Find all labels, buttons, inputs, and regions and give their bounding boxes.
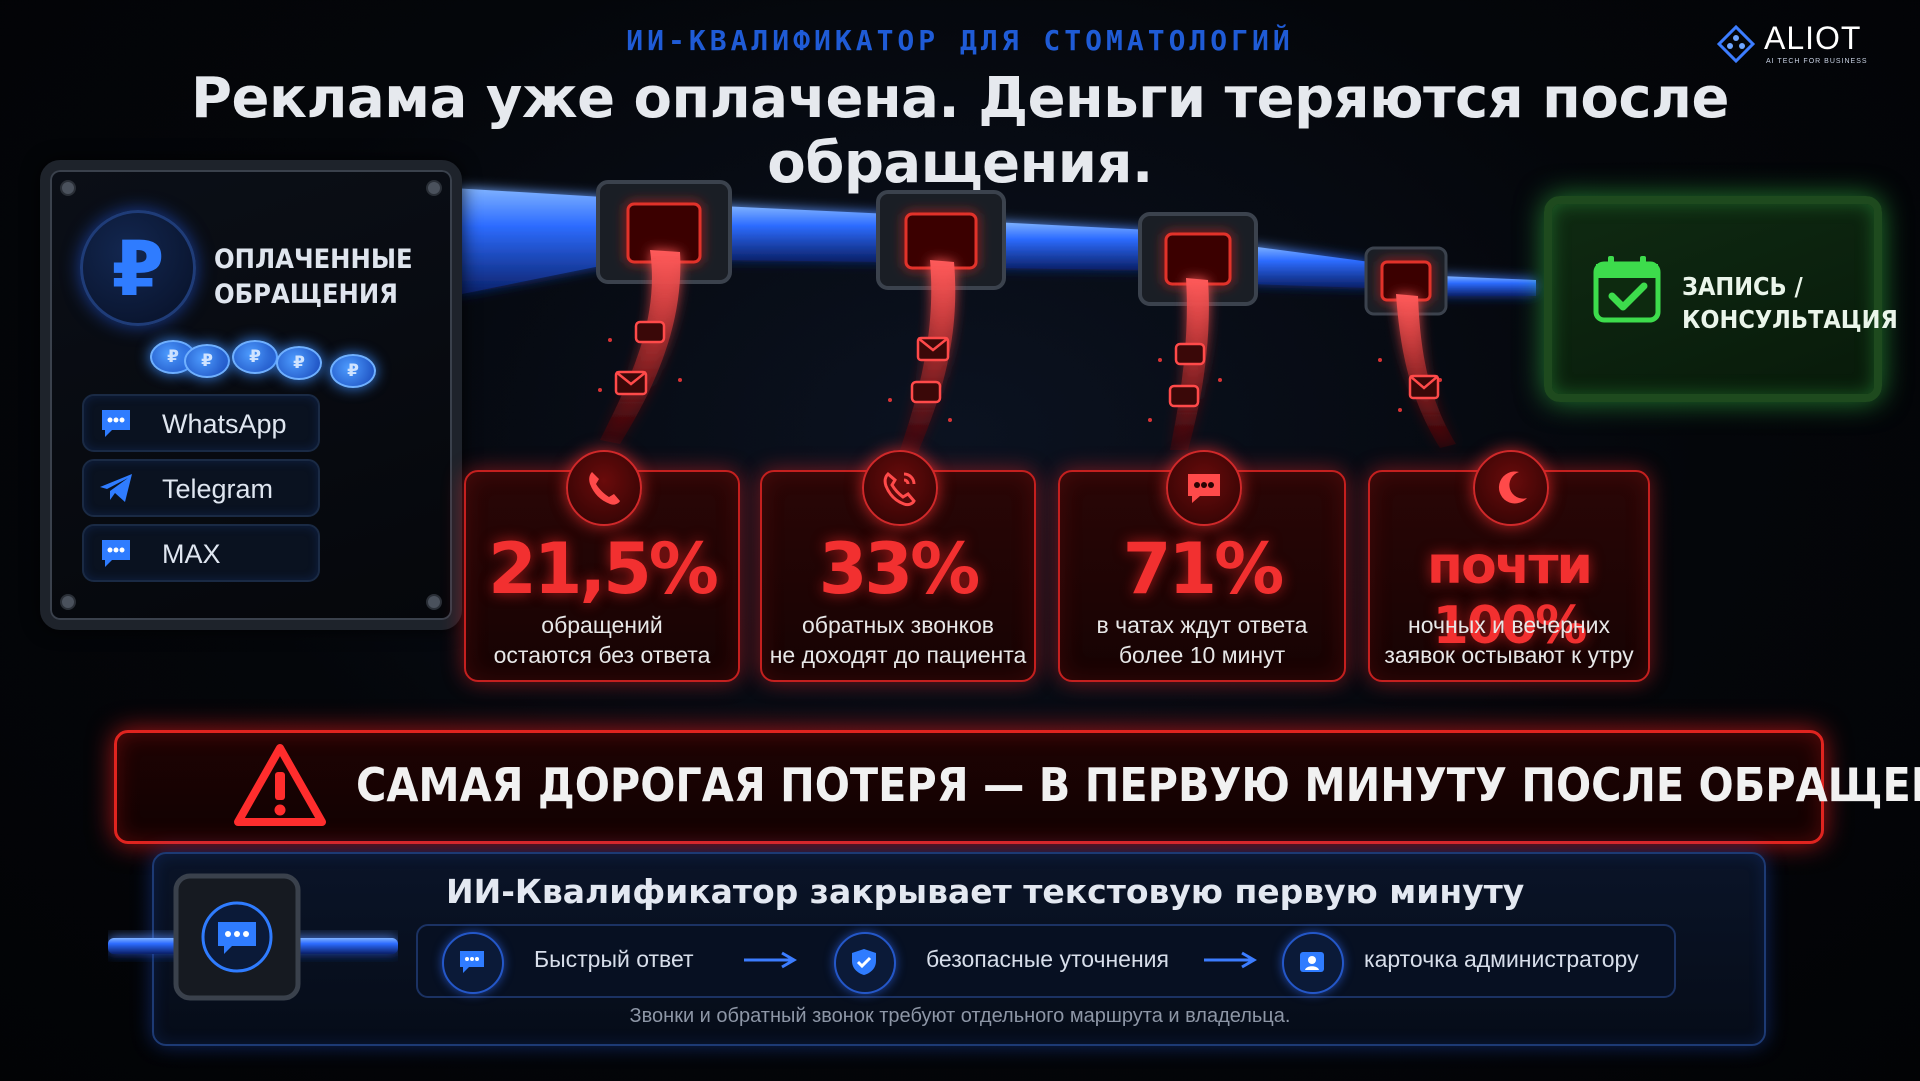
qualifier-chat-block-icon [173,873,301,1001]
stat-description: обращений остаются без ответа [472,610,732,670]
brand-logo: ALIOT AI TECH FOR BUSINESS [1716,18,1876,68]
step-label: Быстрый ответ [534,946,694,972]
stat-card-callbacks: 33% обратных звонков не доходят до пацие… [760,450,1036,682]
page-title: Реклама уже оплачена. Деньги теряются по… [190,66,1730,196]
stat-description-line2: остаются без ответа [493,642,711,668]
channel-max[interactable]: MAX [82,524,320,582]
booking-title-line1: ЗАПИСЬ / [1682,272,1803,301]
moon-icon [1473,450,1549,526]
logo-name: ALIOT [1764,20,1862,56]
stat-description-line2: не доходят до пациента [769,642,1027,668]
leak-icons [614,320,1440,408]
panel-bolt [426,180,442,196]
channel-label: Telegram [162,474,274,504]
phone-icon [566,450,642,526]
stat-value: 33% [818,528,981,610]
booking-title-line2: КОНСУЛЬТАЦИЯ [1682,305,1898,334]
panel-bolt [426,594,442,610]
channel-label: WhatsApp [162,409,287,439]
stat-value: 21,5% [488,528,719,610]
paid-leads-title: ОПЛАЧЕННЫЕ ОБРАЩЕНИЯ [214,242,434,312]
module-footnote: Звонки и обратный звонок требуют отдельн… [629,1005,1291,1027]
stat-description-line2: заявок остывают к утру [1384,642,1634,668]
step-label: карточка администратору [1364,946,1639,972]
coin-icon: ₽ [276,346,322,380]
arrow-right-icon [744,951,797,969]
main-pipe [452,188,1536,296]
stat-card-chat-wait: 71% в чатах ждут ответа более 10 минут [1058,450,1346,682]
coin-icon: ₽ [232,340,278,374]
paid-leads-title-line2: ОБРАЩЕНИЯ [214,279,398,310]
panel-bolt [60,594,76,610]
warning-text: САМАЯ ДОРОГАЯ ПОТЕРЯ — В ПЕРВУЮ МИНУТУ П… [356,758,1920,812]
booking-title: ЗАПИСЬ / КОНСУЛЬТАЦИЯ [1682,270,1898,336]
id-card-icon [1282,932,1344,994]
stat-description-line1: обращений [541,612,663,638]
warning-icon [234,744,326,826]
chat-icon [102,540,130,567]
chat-icon [442,932,504,994]
stat-description-line1: в чатах ждут ответа [1096,612,1308,638]
calendar-check-icon [1593,256,1661,323]
coin-icon: ₽ [184,344,230,378]
qualifier-steps: Быстрый ответ безопасные уточнения карто… [416,924,1676,998]
stat-description-line1: обратных звонков [801,612,995,638]
ruble-icon: ₽ [80,210,196,326]
warning-banner [114,730,1824,844]
channel-label: MAX [162,539,221,569]
step-label: безопасные уточнения [926,946,1169,972]
leak-particles [598,338,1442,422]
panel-bolt [60,180,76,196]
arrow-right-icon [1204,951,1257,969]
stat-description-line1: ночных и вечерних [1408,612,1610,638]
chat-icon [1166,450,1242,526]
stat-description: в чатах ждут ответа более 10 минут [1066,610,1338,670]
paid-leads-title-line1: ОПЛАЧЕННЫЕ [214,244,413,275]
logo-mark-icon [1716,24,1756,64]
section-kicker: ИИ-КВАЛИФИКАТОР ДЛЯ СТОМАТОЛОГИЙ [626,24,1294,57]
stat-value: почти 100% [1427,536,1593,656]
stat-description: обратных звонков не доходят до пациента [768,610,1028,670]
channel-whatsapp[interactable]: WhatsApp [82,394,320,452]
phone-ringing-icon [862,450,938,526]
valve-2 [876,190,1006,290]
stat-description-line2: более 10 минут [1118,642,1286,668]
chat-icon [102,410,130,437]
stat-card-night-leads: почти 100% ночных и вечерних заявок осты… [1368,450,1650,682]
module-title: ИИ-Квалификатор закрывает текстовую перв… [446,872,1525,911]
shield-check-icon [834,932,896,994]
paper-plane-icon [100,474,132,502]
stat-card-unanswered: 21,5% обращений остаются без ответа [464,450,740,682]
stat-value: 71% [1122,528,1285,610]
stat-description: ночных и вечерних заявок остывают к утру [1376,610,1642,670]
channel-telegram[interactable]: Telegram [82,459,320,517]
logo-tagline: AI TECH FOR BUSINESS [1766,58,1868,65]
coin-icon: ₽ [330,354,376,388]
